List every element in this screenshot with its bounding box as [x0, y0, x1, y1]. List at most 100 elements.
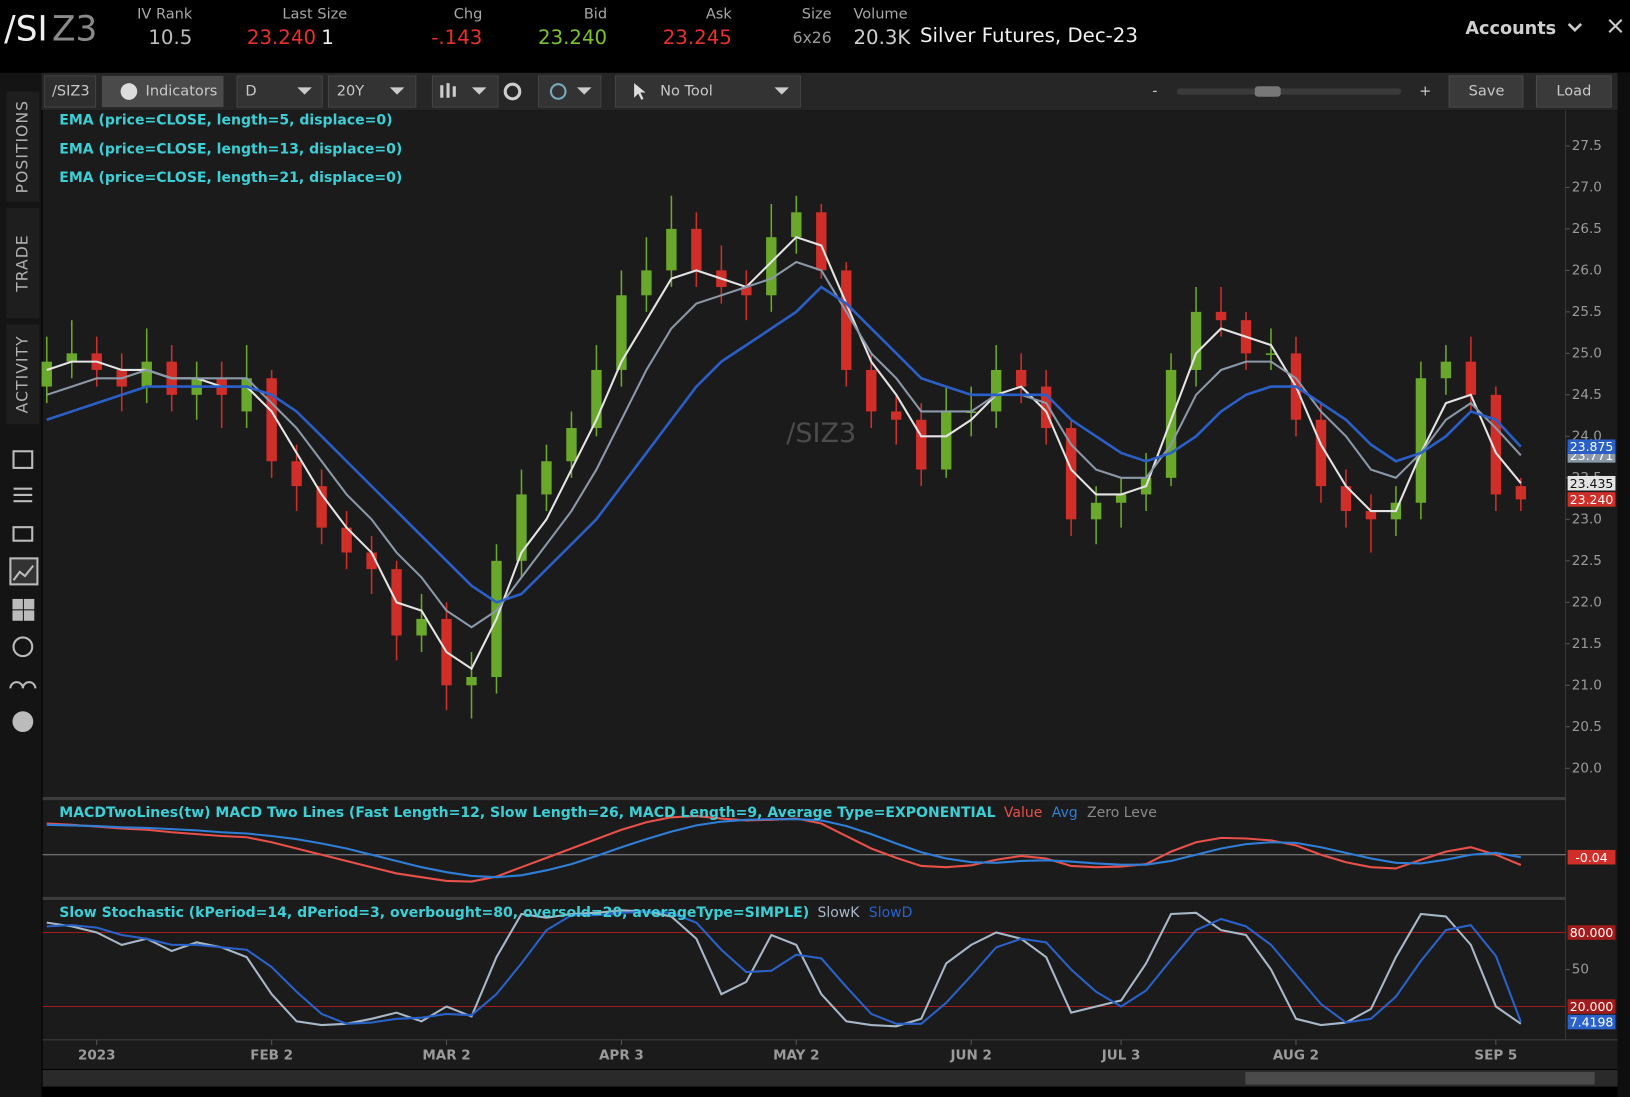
x-tick-label: FEB 2: [250, 1047, 293, 1063]
price-tag-label: 23.240: [1570, 492, 1614, 507]
y-tick-label: 20.5: [1572, 719, 1602, 735]
watermark: /SIZ3: [786, 418, 856, 449]
candle-body: [1315, 419, 1327, 487]
candle-body: [1265, 353, 1277, 355]
x-tick-label: AUG 2: [1273, 1047, 1319, 1063]
quote-label: Chg: [454, 6, 483, 23]
candle-body: [566, 428, 577, 462]
x-tick-label: MAR 2: [422, 1047, 470, 1063]
symbol-box[interactable]: [44, 75, 97, 108]
x-tick-label: SEP 5: [1474, 1047, 1517, 1063]
pointer-icon[interactable]: [634, 83, 646, 100]
candle-body: [1065, 428, 1077, 520]
candle-body: [141, 361, 152, 387]
zoom-thumb[interactable]: [1254, 86, 1281, 97]
price-tag-label: 23.875: [1570, 439, 1614, 454]
legend-entry: SlowD: [869, 905, 913, 921]
candle-body: [990, 369, 1002, 412]
candle-body: [1115, 494, 1127, 503]
legend-entry: Zero Leve: [1087, 805, 1157, 821]
candle-body: [1365, 511, 1377, 520]
range-label[interactable]: 20Y: [337, 83, 365, 100]
aggregation-dropdown[interactable]: [236, 75, 323, 108]
candle-body: [741, 286, 752, 296]
dropdown-arrow[interactable]: [389, 87, 405, 95]
quote-label: IV Rank: [137, 6, 193, 23]
drawing-icon[interactable]: [549, 83, 567, 100]
tab-label[interactable]: ACTIVITY: [13, 335, 31, 413]
zoom-track[interactable]: [1176, 88, 1402, 95]
candle-body: [616, 295, 627, 370]
quote-value: 23.245: [663, 26, 732, 49]
toolbar-symbol[interactable]: /SIZ3: [52, 83, 90, 100]
candle-body: [1415, 378, 1427, 503]
load-label[interactable]: Load: [1556, 83, 1591, 100]
accounts-arrow[interactable]: [1567, 22, 1583, 32]
series-line: [46, 235, 1522, 671]
price-tag: [1567, 439, 1616, 454]
tab[interactable]: [6, 207, 40, 319]
quote-value: 23.240: [538, 26, 607, 49]
candle-body: [366, 552, 377, 570]
value-tag-label: 7.4198: [1570, 1015, 1614, 1030]
sidebar-icons[interactable]: [9, 450, 39, 733]
dropdown-arrow[interactable]: [471, 87, 487, 95]
tab-label[interactable]: TRADE: [13, 234, 31, 292]
quote-label: Last Size: [282, 6, 347, 23]
ref-tag: [1567, 999, 1616, 1014]
tab-label[interactable]: POSITIONS: [13, 100, 31, 193]
tool-dropdown[interactable]: [614, 75, 801, 108]
candle-body: [1490, 394, 1502, 495]
y-tick-label: 22.5: [1572, 553, 1602, 569]
y-tick-label: 26.5: [1572, 221, 1602, 237]
candle-body: [541, 461, 552, 495]
save-button[interactable]: [1448, 75, 1524, 108]
save-label[interactable]: Save: [1469, 83, 1505, 100]
quote-label: Bid: [584, 6, 607, 23]
candle-body: [666, 228, 677, 271]
gear-icon[interactable]: [120, 83, 138, 100]
study-label: EMA (price=CLOSE, length=21, displace=0): [59, 170, 402, 186]
candle-body: [591, 369, 602, 429]
h-scroll-thumb[interactable]: [1245, 1072, 1595, 1085]
series-line: [46, 910, 1522, 1025]
range-dropdown[interactable]: [327, 75, 417, 108]
ref-tag-label: 20.000: [1570, 999, 1614, 1014]
right-scrollbar[interactable]: [1617, 72, 1630, 1097]
candle-body: [1090, 502, 1102, 520]
tool-label[interactable]: No Tool: [660, 83, 713, 100]
candle-body: [916, 419, 927, 470]
tab[interactable]: [6, 324, 40, 425]
candle-body: [341, 527, 352, 553]
candle-body: [791, 212, 802, 238]
zoom-out[interactable]: -: [1152, 83, 1157, 100]
dropdown-arrow[interactable]: [576, 87, 592, 95]
indicators-label[interactable]: Indicators: [146, 83, 218, 100]
dropdown-arrow[interactable]: [297, 87, 312, 95]
y-tick-label: 25.0: [1572, 345, 1602, 361]
ref-tag: [1567, 925, 1616, 940]
zoom-in[interactable]: +: [1419, 83, 1431, 100]
style-icon[interactable]: [440, 83, 456, 98]
quote-value: 6x26: [793, 29, 832, 47]
close-icon[interactable]: [1608, 19, 1623, 33]
x-tick-label: 2023: [78, 1047, 116, 1063]
candle-body: [241, 378, 252, 412]
settings-icon[interactable]: [503, 82, 522, 101]
price-tag: [1567, 475, 1616, 491]
series-line: [46, 260, 1522, 629]
drawing-dropdown[interactable]: [537, 75, 602, 108]
accounts-button[interactable]: Accounts: [1465, 19, 1556, 39]
x-tick-label: JUL 3: [1101, 1047, 1141, 1063]
candle-body: [466, 676, 477, 686]
load-button[interactable]: [1535, 75, 1612, 108]
candle-body: [1440, 361, 1452, 379]
dropdown-arrow[interactable]: [774, 87, 790, 95]
aggregation-label[interactable]: D: [245, 83, 256, 100]
legend-entry: Value: [1004, 805, 1042, 821]
candle-body: [1190, 311, 1202, 370]
tab[interactable]: [6, 91, 40, 202]
h-scrollbar[interactable]: [42, 1069, 1618, 1087]
candle-body: [1465, 361, 1477, 395]
